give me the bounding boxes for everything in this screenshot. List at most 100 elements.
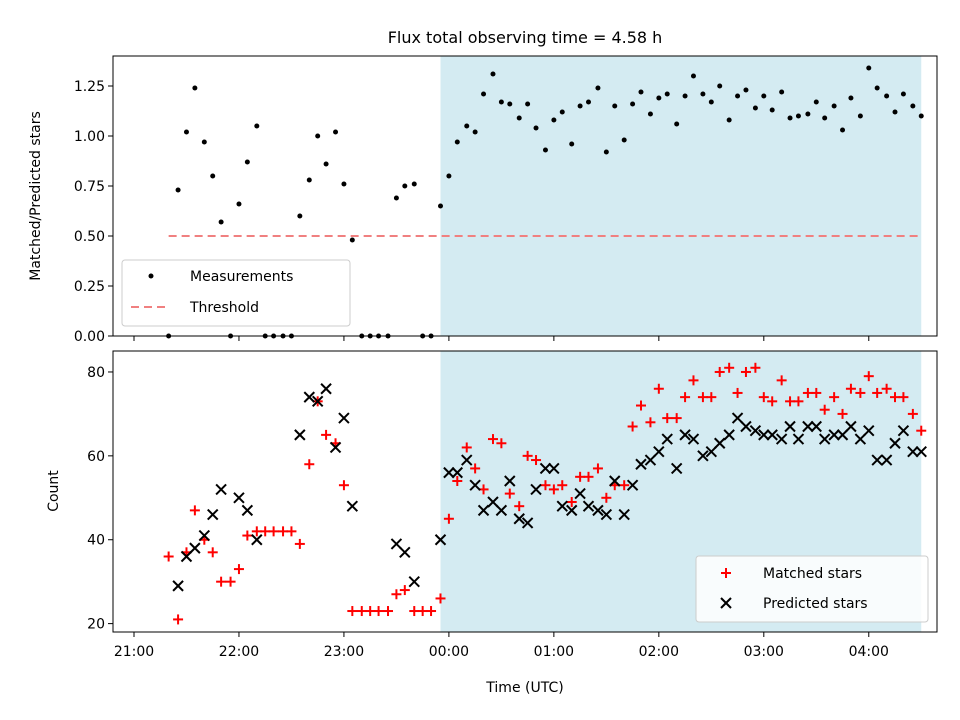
predicted-star-point xyxy=(207,508,219,521)
y-tick-label: 80 xyxy=(87,365,105,381)
x-tick-label: 04:00 xyxy=(849,644,889,660)
measurement-point xyxy=(717,83,723,89)
matched-star-point xyxy=(216,576,227,587)
predicted-star-point xyxy=(469,479,481,491)
matched-star-point xyxy=(207,547,218,558)
matched-star-point xyxy=(487,434,498,445)
predicted-star-point xyxy=(241,504,254,517)
measurement-point xyxy=(201,139,207,145)
predicted-star-point xyxy=(329,441,342,454)
predicted-star-point xyxy=(477,504,490,517)
measurement-point xyxy=(805,111,811,117)
matched-star-point xyxy=(714,366,725,377)
matched-stars-points xyxy=(163,362,927,625)
measurement-point xyxy=(874,85,880,91)
matched-star-point xyxy=(173,614,184,625)
matched-star-point xyxy=(653,383,664,394)
measurement-point xyxy=(690,73,696,79)
measurement-point xyxy=(822,115,828,121)
predicted-star-point xyxy=(390,538,403,550)
matched-star-point xyxy=(435,593,446,604)
matched-star-point xyxy=(732,387,743,398)
measurement-point xyxy=(254,123,260,129)
measurement-point xyxy=(656,95,662,101)
measurement-point xyxy=(664,91,670,97)
matched-star-point xyxy=(767,396,778,407)
measurement-point xyxy=(559,109,565,115)
legend-matched-marker xyxy=(721,568,731,578)
predicted-star-point xyxy=(863,424,875,437)
predicted-star-point xyxy=(539,462,552,475)
matched-star-point xyxy=(233,564,244,575)
predicted-star-point xyxy=(818,433,831,445)
matched-star-point xyxy=(373,606,384,617)
bottom-y-axis-label: Count xyxy=(46,470,62,512)
measurement-point xyxy=(577,103,583,109)
matched-star-point xyxy=(855,387,866,398)
matched-star-point xyxy=(706,392,717,403)
measurement-point xyxy=(892,109,898,115)
matched-star-point xyxy=(557,480,568,491)
matched-star-point xyxy=(504,488,515,499)
predicted-star-point xyxy=(521,517,534,529)
predicted-star-point xyxy=(408,575,420,588)
measurement-point xyxy=(542,147,548,153)
matched-star-point xyxy=(496,438,507,449)
measurement-point xyxy=(840,127,846,133)
matched-star-point xyxy=(635,400,646,411)
measurement-point xyxy=(402,183,408,189)
predicted-star-point xyxy=(600,508,613,521)
measurement-point xyxy=(752,105,758,111)
predicted-star-point xyxy=(836,429,849,441)
matched-star-point xyxy=(278,526,289,537)
measurement-point xyxy=(464,123,470,129)
measurement-point xyxy=(918,113,924,119)
measurement-point xyxy=(866,65,872,71)
matched-star-point xyxy=(268,526,279,537)
top-panel: 0.00 0.25 0.50 0.75 1.00 1.25 Matched/Predict… xyxy=(28,55,938,345)
measurement-point xyxy=(848,95,854,101)
measurement-point xyxy=(341,181,347,187)
predicted-star-point xyxy=(897,424,910,437)
predicted-star-point xyxy=(714,437,726,449)
predicted-star-point xyxy=(548,462,560,475)
x-tick-label: 22:00 xyxy=(219,644,259,660)
predicted-star-point xyxy=(233,492,245,504)
measurement-point xyxy=(612,103,618,109)
predicted-star-point xyxy=(661,433,673,445)
predicted-star-point xyxy=(574,487,586,500)
measurement-point xyxy=(638,89,644,95)
measurement-point xyxy=(244,159,250,165)
matched-star-point xyxy=(837,408,848,419)
measurement-point xyxy=(621,137,627,143)
predicted-star-point xyxy=(907,445,919,458)
predicted-star-point xyxy=(582,500,595,512)
measurement-point xyxy=(236,201,242,207)
x-tick-label: 02:00 xyxy=(639,644,679,660)
measurement-point xyxy=(183,129,189,135)
predicted-star-point xyxy=(731,412,744,424)
legend-measurements-label: Measurements xyxy=(190,269,293,285)
predicted-star-point xyxy=(461,454,473,466)
matched-star-point xyxy=(321,429,332,440)
x-tick-label: 03:00 xyxy=(744,644,784,660)
matched-star-point xyxy=(819,404,830,415)
measurement-point xyxy=(175,187,181,193)
predicted-star-point xyxy=(758,429,770,441)
bottom-legend-box xyxy=(695,555,929,623)
matched-star-point xyxy=(724,362,735,373)
matched-star-point xyxy=(671,413,682,424)
bottom-legend: Matched stars Predicted stars xyxy=(695,555,929,623)
predicted-star-point xyxy=(530,483,542,496)
predicted-star-point xyxy=(434,534,447,546)
measurement-point xyxy=(393,195,399,201)
measurement-point xyxy=(192,85,198,91)
x-tick-label: 01:00 xyxy=(534,644,574,660)
top-y-ticks: 0.00 0.25 0.50 0.75 1.00 1.25 xyxy=(74,79,113,345)
top-y-axis-label: Matched/Predicted stars xyxy=(28,111,44,281)
predicted-star-point xyxy=(792,433,805,445)
matched-star-point xyxy=(356,606,367,617)
matched-star-point xyxy=(811,387,822,398)
measurement-point xyxy=(472,129,478,135)
predicted-star-point xyxy=(251,534,263,546)
